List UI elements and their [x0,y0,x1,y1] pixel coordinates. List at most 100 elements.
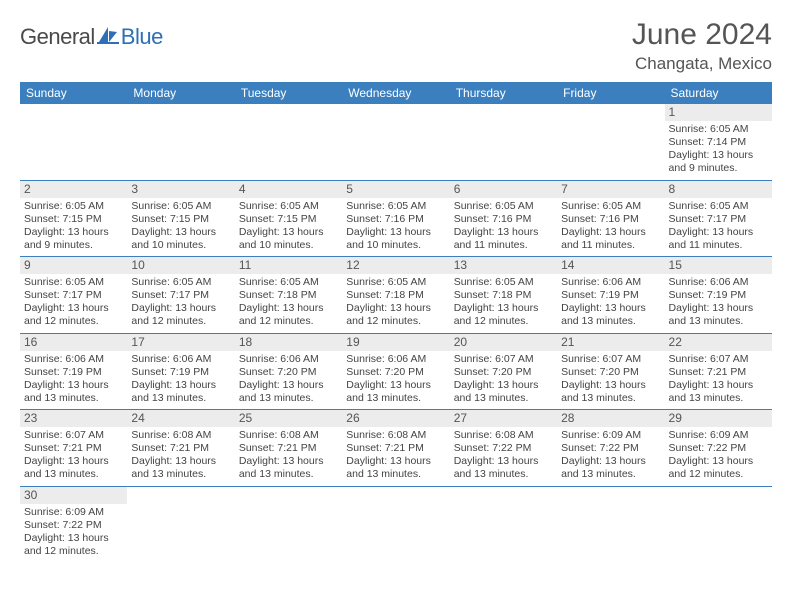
calendar-cell: 22 Sunrise: 6:07 AMSunset: 7:21 PMDayligh… [665,333,772,410]
calendar-cell: 18 Sunrise: 6:06 AMSunset: 7:20 PMDayligh… [235,333,342,410]
day-content: Sunrise: 6:05 AMSunset: 7:18 PMDaylight:… [346,276,445,329]
calendar-cell: 28 Sunrise: 6:09 AMSunset: 7:22 PMDayligh… [557,410,664,487]
day-content: Sunrise: 6:05 AMSunset: 7:17 PMDaylight:… [669,200,768,253]
calendar-week-row: 1 Sunrise: 6:05 AMSunset: 7:14 PMDaylight… [20,104,772,180]
day-content: Sunrise: 6:08 AMSunset: 7:21 PMDaylight:… [346,429,445,482]
calendar-week-row: 23Sunrise: 6:07 AMSunset: 7:21 PMDayligh… [20,410,772,487]
calendar-week-row: 9Sunrise: 6:05 AMSunset: 7:17 PMDaylight… [20,257,772,334]
day-content: Sunrise: 6:05 AMSunset: 7:15 PMDaylight:… [24,200,123,253]
calendar-cell [127,486,234,562]
day-content: Sunrise: 6:06 AMSunset: 7:20 PMDaylight:… [239,353,338,406]
weekday-header: Monday [127,82,234,104]
day-number: 16 [20,334,127,351]
calendar-cell [450,486,557,562]
day-content: Sunrise: 6:06 AMSunset: 7:20 PMDaylight:… [346,353,445,406]
sail-icon [97,25,119,50]
calendar-cell: 7 Sunrise: 6:05 AMSunset: 7:16 PMDaylight… [557,180,664,257]
day-content: Sunrise: 6:05 AMSunset: 7:14 PMDaylight:… [669,123,768,176]
calendar-cell [235,486,342,562]
day-content: Sunrise: 6:07 AMSunset: 7:20 PMDaylight:… [454,353,553,406]
calendar-cell: 15 Sunrise: 6:06 AMSunset: 7:19 PMDayligh… [665,257,772,334]
calendar-cell [342,104,449,180]
calendar-cell: 12Sunrise: 6:05 AMSunset: 7:18 PMDayligh… [342,257,449,334]
logo-text-general: General [20,24,95,50]
calendar-cell: 3Sunrise: 6:05 AMSunset: 7:15 PMDaylight… [127,180,234,257]
calendar-cell: 24Sunrise: 6:08 AMSunset: 7:21 PMDayligh… [127,410,234,487]
month-title: June 2024 [632,18,772,52]
day-number: 9 [20,257,127,274]
calendar-cell: 29Sunrise: 6:09 AMSunset: 7:22 PMDayligh… [665,410,772,487]
day-content: Sunrise: 6:05 AMSunset: 7:17 PMDaylight:… [131,276,230,329]
calendar-cell [557,486,664,562]
calendar-cell [235,104,342,180]
day-number: 24 [127,410,234,427]
day-content: Sunrise: 6:06 AMSunset: 7:19 PMDaylight:… [561,276,660,329]
day-number: 21 [557,334,664,351]
day-content: Sunrise: 6:06 AMSunset: 7:19 PMDaylight:… [24,353,123,406]
calendar-cell: 23Sunrise: 6:07 AMSunset: 7:21 PMDayligh… [20,410,127,487]
day-number: 17 [127,334,234,351]
header: General Blue June 2024 Changata, Mexico [20,18,772,74]
weekday-header: Sunday [20,82,127,104]
day-content: Sunrise: 6:08 AMSunset: 7:21 PMDaylight:… [239,429,338,482]
day-content: Sunrise: 6:06 AMSunset: 7:19 PMDaylight:… [131,353,230,406]
location: Changata, Mexico [632,54,772,74]
calendar-cell: 10 Sunrise: 6:05 AMSunset: 7:17 PMDayligh… [127,257,234,334]
calendar-cell: 5Sunrise: 6:05 AMSunset: 7:16 PMDaylight… [342,180,449,257]
calendar-week-row: 2Sunrise: 6:05 AMSunset: 7:15 PMDaylight… [20,180,772,257]
weekday-header: Saturday [665,82,772,104]
day-number: 6 [450,181,557,198]
day-content: Sunrise: 6:07 AMSunset: 7:21 PMDaylight:… [669,353,768,406]
calendar-cell: 11Sunrise: 6:05 AMSunset: 7:18 PMDayligh… [235,257,342,334]
day-number: 22 [665,334,772,351]
day-number: 18 [235,334,342,351]
day-content: Sunrise: 6:09 AMSunset: 7:22 PMDaylight:… [561,429,660,482]
day-content: Sunrise: 6:05 AMSunset: 7:16 PMDaylight:… [346,200,445,253]
day-content: Sunrise: 6:05 AMSunset: 7:17 PMDaylight:… [24,276,123,329]
calendar-cell: 25Sunrise: 6:08 AMSunset: 7:21 PMDayligh… [235,410,342,487]
weekday-header: Wednesday [342,82,449,104]
weekday-header: Friday [557,82,664,104]
day-content: Sunrise: 6:05 AMSunset: 7:15 PMDaylight:… [131,200,230,253]
calendar-cell [127,104,234,180]
day-content: Sunrise: 6:09 AMSunset: 7:22 PMDaylight:… [24,506,123,559]
calendar-table: Sunday Monday Tuesday Wednesday Thursday… [20,82,772,562]
calendar-body: 1 Sunrise: 6:05 AMSunset: 7:14 PMDaylight… [20,104,772,562]
title-block: June 2024 Changata, Mexico [632,18,772,74]
calendar-cell: 16 Sunrise: 6:06 AMSunset: 7:19 PMDayligh… [20,333,127,410]
day-number: 1 [665,104,772,121]
calendar-cell: 2 Sunrise: 6:05 AMSunset: 7:15 PMDaylight… [20,180,127,257]
day-content: Sunrise: 6:05 AMSunset: 7:16 PMDaylight:… [561,200,660,253]
day-number: 13 [450,257,557,274]
calendar-cell [665,486,772,562]
calendar-cell: 26Sunrise: 6:08 AMSunset: 7:21 PMDayligh… [342,410,449,487]
calendar-cell: 17 Sunrise: 6:06 AMSunset: 7:19 PMDayligh… [127,333,234,410]
day-content: Sunrise: 6:05 AMSunset: 7:15 PMDaylight:… [239,200,338,253]
calendar-cell [450,104,557,180]
day-number: 4 [235,181,342,198]
weekday-header: Tuesday [235,82,342,104]
calendar-cell [20,104,127,180]
day-number: 20 [450,334,557,351]
day-number: 30 [20,487,127,504]
day-number: 19 [342,334,449,351]
calendar-cell: 4 Sunrise: 6:05 AMSunset: 7:15 PMDaylight… [235,180,342,257]
calendar-cell: 9 Sunrise: 6:05 AMSunset: 7:17 PMDaylight… [20,257,127,334]
day-number: 8 [665,181,772,198]
day-content: Sunrise: 6:07 AMSunset: 7:20 PMDaylight:… [561,353,660,406]
day-number: 28 [557,410,664,427]
calendar-cell: 1 Sunrise: 6:05 AMSunset: 7:14 PMDaylight… [665,104,772,180]
day-number: 2 [20,181,127,198]
day-number: 10 [127,257,234,274]
day-number: 7 [557,181,664,198]
day-content: Sunrise: 6:06 AMSunset: 7:19 PMDaylight:… [669,276,768,329]
day-number: 15 [665,257,772,274]
calendar-cell: 27Sunrise: 6:08 AMSunset: 7:22 PMDayligh… [450,410,557,487]
calendar-cell: 30 Sunrise: 6:09 AMSunset: 7:22 PMDayligh… [20,486,127,562]
day-content: Sunrise: 6:05 AMSunset: 7:18 PMDaylight:… [454,276,553,329]
calendar-cell: 19 Sunrise: 6:06 AMSunset: 7:20 PMDayligh… [342,333,449,410]
day-number: 23 [20,410,127,427]
calendar-cell: 20 Sunrise: 6:07 AMSunset: 7:20 PMDayligh… [450,333,557,410]
calendar-week-row: 30 Sunrise: 6:09 AMSunset: 7:22 PMDayligh… [20,486,772,562]
calendar-cell: 6Sunrise: 6:05 AMSunset: 7:16 PMDaylight… [450,180,557,257]
